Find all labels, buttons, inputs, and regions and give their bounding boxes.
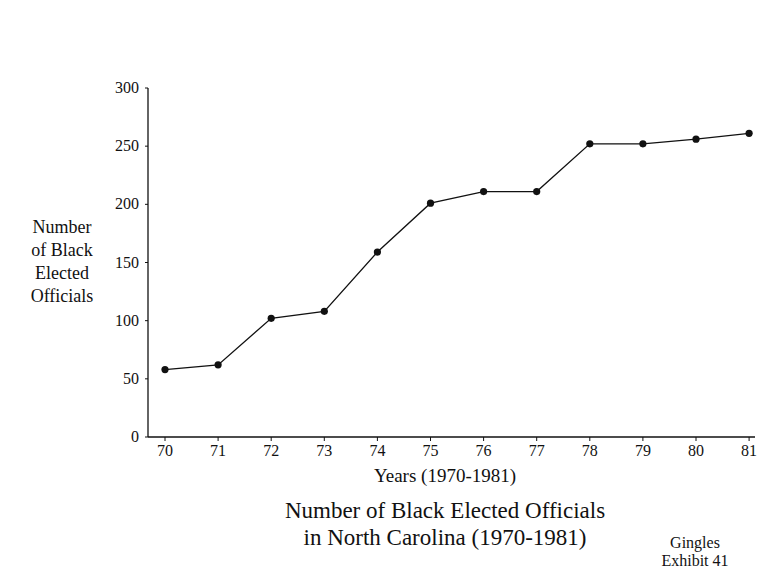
y-tick-label: 200 <box>115 195 139 212</box>
y-axis-label: Number of Black Elected Officials <box>31 217 94 306</box>
x-tick-label: 75 <box>423 442 439 459</box>
x-tick-label: 71 <box>210 442 226 459</box>
y-tick-label: 250 <box>115 137 139 154</box>
data-point <box>480 188 487 195</box>
x-axis-label: Years (1970-1981) <box>374 465 516 487</box>
y-tick <box>145 378 148 379</box>
x-tick-label: 77 <box>529 442 545 459</box>
x-tick-label: 80 <box>688 442 704 459</box>
chart-title: Number of Black Elected Officialsin Nort… <box>285 498 605 550</box>
x-tick-label: 72 <box>263 442 279 459</box>
x-tick <box>271 437 272 441</box>
data-point <box>692 136 699 143</box>
y-axis-label-line: of Black <box>31 240 92 260</box>
x-tick-label: 79 <box>635 442 651 459</box>
data-point <box>215 361 222 368</box>
chart-container: 0 50 100 150 200 250 300 70 71 72 73 74 75 76 77 78 79 80… <box>0 0 768 576</box>
y-tick <box>145 146 148 147</box>
annotation-line: Gingles <box>670 534 720 552</box>
x-tick <box>642 437 643 441</box>
data-point <box>586 140 593 147</box>
x-tick-label: 78 <box>582 442 598 459</box>
x-tick <box>536 437 537 441</box>
data-point <box>639 140 646 147</box>
data-point <box>746 130 753 137</box>
y-tick-label: 100 <box>115 312 139 329</box>
y-tick-label: 50 <box>123 370 139 387</box>
y-tick <box>145 204 148 205</box>
y-tick <box>145 88 148 89</box>
x-tick <box>483 437 484 441</box>
y-axis-label-line: Elected <box>35 263 89 283</box>
y-tick <box>145 262 148 263</box>
y-tick <box>145 437 148 438</box>
y-axis-label-line: Number <box>33 217 92 237</box>
annotation: GinglesExhibit 41 <box>661 534 728 569</box>
y-axis-label-line: Officials <box>31 286 94 306</box>
annotation-line: Exhibit 41 <box>661 552 728 569</box>
data-point <box>533 188 540 195</box>
data-point <box>427 200 434 207</box>
chart-title-line: Number of Black Elected Officials <box>285 498 605 523</box>
x-tick <box>165 437 166 441</box>
data-point <box>268 315 275 322</box>
chart-title-line: in North Carolina (1970-1981) <box>304 525 587 550</box>
x-tick <box>430 437 431 441</box>
data-point <box>321 308 328 315</box>
x-tick-label: 74 <box>369 442 385 459</box>
x-tick <box>324 437 325 441</box>
x-tick-label: 70 <box>157 442 173 459</box>
x-axis-line <box>148 436 755 437</box>
data-point <box>161 366 168 373</box>
chart-svg: 0 50 100 150 200 250 300 70 71 72 73 74 75 76 77 78 79 80… <box>0 0 768 576</box>
x-tick <box>749 437 750 441</box>
x-tick <box>218 437 219 441</box>
data-point <box>374 248 381 255</box>
x-tick-label: 73 <box>316 442 332 459</box>
x-tick <box>696 437 697 441</box>
y-tick-label: 150 <box>115 254 139 271</box>
x-tick <box>589 437 590 441</box>
data-line <box>165 133 749 369</box>
x-tick-label: 81 <box>741 442 757 459</box>
x-tick <box>377 437 378 441</box>
y-tick <box>145 320 148 321</box>
y-tick-label: 0 <box>131 428 139 445</box>
x-axis-label-line: Years (1970-1981) <box>374 465 516 487</box>
data-group <box>161 130 752 373</box>
y-tick-label: 300 <box>115 79 139 96</box>
x-tick-label: 76 <box>476 442 492 459</box>
